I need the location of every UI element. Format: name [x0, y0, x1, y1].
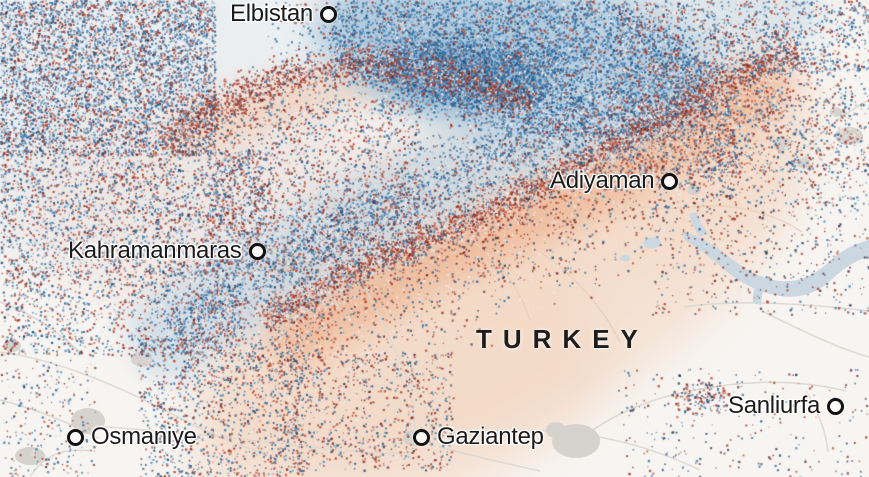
city-label-osmaniye: Osmaniye [67, 423, 197, 451]
city-name: Elbistan [230, 0, 313, 27]
city-marker-icon [413, 428, 430, 446]
city-label-gaziantep: Gaziantep [413, 423, 544, 451]
city-name: Osmaniye [91, 423, 197, 450]
city-name: Gaziantep [437, 423, 544, 450]
country-label: TURKEY [476, 324, 649, 354]
city-label-adiyaman: Adiyaman [550, 167, 679, 195]
city-label-sanliurfa: Sanliurfa [728, 392, 845, 420]
city-name: Adiyaman [550, 167, 655, 194]
city-marker-icon [248, 242, 266, 260]
city-marker-icon [319, 5, 337, 23]
city-label-elbistan: Elbistan [230, 0, 337, 28]
city-marker-icon [827, 397, 845, 415]
city-name: Kahramanmaras [68, 237, 242, 264]
city-label-kahramanmaras: Kahramanmaras [68, 237, 266, 265]
city-marker-icon [661, 172, 679, 190]
city-marker-icon [67, 428, 84, 446]
city-name: Sanliurfa [728, 392, 821, 419]
